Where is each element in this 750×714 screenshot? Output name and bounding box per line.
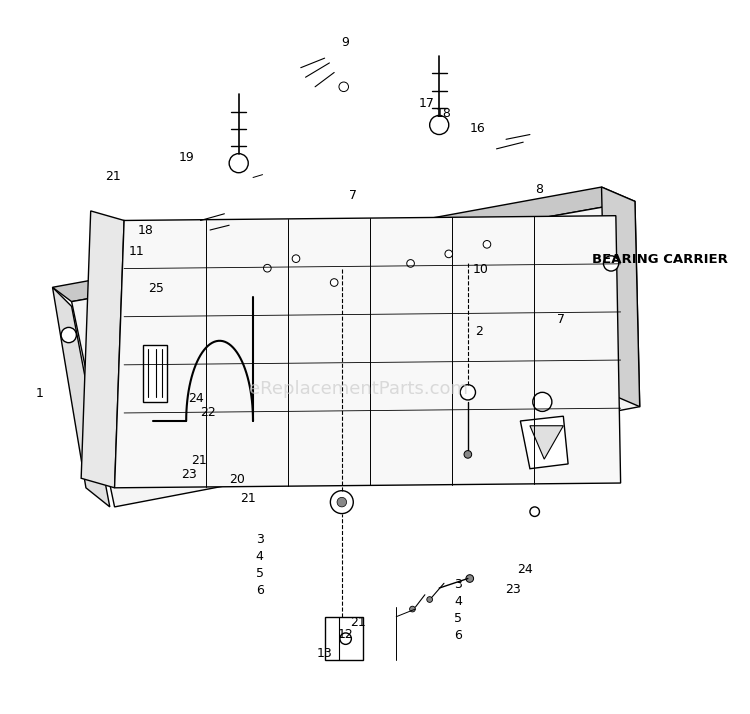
Polygon shape bbox=[53, 187, 635, 301]
Circle shape bbox=[532, 392, 552, 411]
Circle shape bbox=[410, 606, 416, 612]
Text: 16: 16 bbox=[470, 122, 485, 135]
Text: 12: 12 bbox=[338, 628, 353, 641]
Text: 7: 7 bbox=[557, 313, 566, 326]
Circle shape bbox=[483, 241, 490, 248]
Text: 6: 6 bbox=[256, 585, 264, 598]
Circle shape bbox=[464, 451, 472, 458]
Text: 7: 7 bbox=[350, 189, 357, 202]
Text: 19: 19 bbox=[178, 151, 194, 164]
Circle shape bbox=[604, 256, 619, 271]
Text: 20: 20 bbox=[229, 473, 244, 486]
Text: 1: 1 bbox=[36, 387, 44, 400]
Text: 3: 3 bbox=[454, 578, 462, 590]
Circle shape bbox=[445, 250, 452, 258]
Circle shape bbox=[263, 264, 272, 272]
Polygon shape bbox=[143, 345, 167, 402]
Text: 21: 21 bbox=[350, 616, 366, 629]
Text: 5: 5 bbox=[256, 567, 264, 580]
Text: 4: 4 bbox=[454, 595, 462, 608]
Text: 18: 18 bbox=[137, 224, 153, 238]
Text: eReplacementParts.com: eReplacementParts.com bbox=[248, 380, 467, 398]
Text: 17: 17 bbox=[419, 96, 435, 109]
Circle shape bbox=[61, 328, 76, 343]
Text: 2: 2 bbox=[476, 325, 483, 338]
Circle shape bbox=[406, 260, 415, 267]
Text: 9: 9 bbox=[342, 36, 350, 49]
Polygon shape bbox=[71, 201, 640, 507]
Polygon shape bbox=[530, 426, 563, 459]
Circle shape bbox=[292, 255, 300, 263]
Circle shape bbox=[466, 575, 473, 583]
Text: 23: 23 bbox=[182, 468, 197, 481]
Circle shape bbox=[427, 597, 433, 603]
Circle shape bbox=[339, 82, 349, 91]
Polygon shape bbox=[520, 416, 568, 468]
Text: 10: 10 bbox=[472, 263, 488, 276]
Text: 22: 22 bbox=[200, 406, 216, 419]
Text: 13: 13 bbox=[316, 648, 332, 660]
Text: 21: 21 bbox=[105, 170, 121, 183]
Polygon shape bbox=[81, 211, 124, 488]
Text: 5: 5 bbox=[454, 612, 462, 625]
Circle shape bbox=[230, 154, 248, 173]
Circle shape bbox=[330, 491, 353, 513]
Circle shape bbox=[330, 278, 338, 286]
Text: 8: 8 bbox=[536, 183, 544, 196]
Circle shape bbox=[337, 498, 346, 507]
Circle shape bbox=[430, 116, 448, 134]
Circle shape bbox=[460, 385, 476, 400]
Text: 24: 24 bbox=[518, 563, 533, 576]
Text: 24: 24 bbox=[188, 391, 203, 405]
Text: 11: 11 bbox=[129, 246, 145, 258]
Text: 3: 3 bbox=[256, 533, 264, 546]
Text: 6: 6 bbox=[454, 629, 462, 643]
Text: 4: 4 bbox=[256, 550, 264, 563]
Text: 21: 21 bbox=[240, 492, 256, 505]
Text: 25: 25 bbox=[148, 282, 164, 295]
Text: BEARING CARRIER: BEARING CARRIER bbox=[592, 253, 728, 266]
Polygon shape bbox=[602, 187, 640, 407]
Polygon shape bbox=[53, 287, 110, 507]
Circle shape bbox=[340, 633, 351, 645]
Polygon shape bbox=[115, 216, 620, 488]
Text: 21: 21 bbox=[190, 453, 206, 467]
Circle shape bbox=[530, 507, 539, 516]
Polygon shape bbox=[325, 617, 363, 660]
Text: 23: 23 bbox=[505, 583, 520, 595]
Text: 18: 18 bbox=[436, 107, 452, 120]
